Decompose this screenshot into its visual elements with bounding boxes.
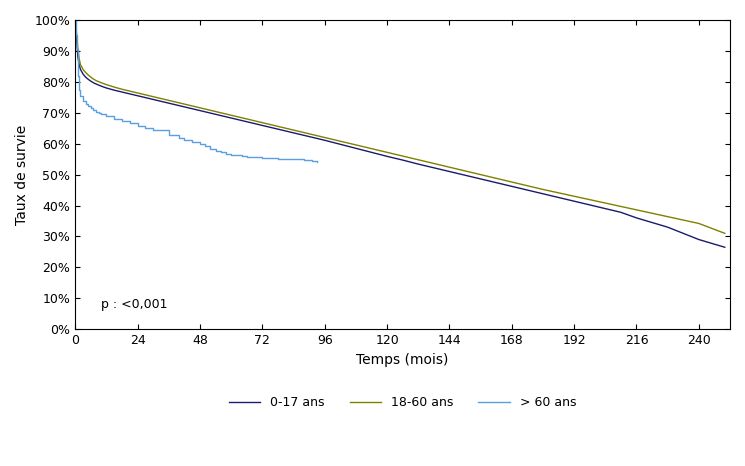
0-17 ans <box>156 98 165 104</box>
18-60 ans <box>367 146 376 151</box>
> 60 ans <box>307 158 316 164</box>
> 60 ans <box>237 153 246 159</box>
> 60 ans <box>175 136 184 141</box>
> 60 ans <box>247 154 256 160</box>
> 60 ans <box>232 152 241 158</box>
> 60 ans <box>74 87 83 92</box>
> 60 ans <box>94 110 103 116</box>
> 60 ans <box>102 113 111 119</box>
> 60 ans <box>273 156 282 161</box>
18-60 ans <box>156 96 165 101</box>
Line: > 60 ans: > 60 ans <box>75 20 317 162</box>
0-17 ans <box>89 80 98 86</box>
0-17 ans <box>383 154 392 159</box>
> 60 ans <box>72 33 80 38</box>
> 60 ans <box>279 156 288 162</box>
0-17 ans <box>133 93 142 98</box>
> 60 ans <box>299 157 308 163</box>
Y-axis label: Taux de survie: Taux de survie <box>15 124 29 225</box>
> 60 ans <box>258 155 267 160</box>
> 60 ans <box>141 125 150 130</box>
> 60 ans <box>289 157 298 162</box>
> 60 ans <box>200 144 209 149</box>
X-axis label: Temps (mois): Temps (mois) <box>356 353 448 367</box>
> 60 ans <box>92 109 101 114</box>
> 60 ans <box>83 103 92 109</box>
> 60 ans <box>180 137 189 143</box>
> 60 ans <box>206 146 215 151</box>
> 60 ans <box>263 155 272 161</box>
> 60 ans <box>226 152 235 158</box>
> 60 ans <box>253 155 261 160</box>
> 60 ans <box>74 73 83 78</box>
> 60 ans <box>188 139 197 144</box>
Line: 0-17 ans: 0-17 ans <box>75 20 725 247</box>
> 60 ans <box>110 116 118 122</box>
> 60 ans <box>97 111 106 117</box>
18-60 ans <box>258 120 267 125</box>
> 60 ans <box>81 101 90 107</box>
> 60 ans <box>71 17 80 23</box>
> 60 ans <box>89 107 98 113</box>
18-60 ans <box>71 17 80 23</box>
> 60 ans <box>133 123 142 129</box>
Legend: 0-17 ans, 18-60 ans, > 60 ans: 0-17 ans, 18-60 ans, > 60 ans <box>224 391 581 414</box>
Text: p : <0,001: p : <0,001 <box>101 298 168 311</box>
18-60 ans <box>720 231 729 236</box>
0-17 ans <box>149 96 158 102</box>
> 60 ans <box>211 148 220 154</box>
> 60 ans <box>195 142 204 147</box>
> 60 ans <box>149 128 158 133</box>
> 60 ans <box>165 132 174 138</box>
> 60 ans <box>86 106 95 111</box>
18-60 ans <box>289 127 298 133</box>
> 60 ans <box>284 157 293 162</box>
> 60 ans <box>118 118 127 124</box>
> 60 ans <box>242 154 251 159</box>
> 60 ans <box>312 159 321 165</box>
> 60 ans <box>268 156 277 161</box>
> 60 ans <box>79 98 88 104</box>
0-17 ans <box>71 17 80 23</box>
Line: 18-60 ans: 18-60 ans <box>75 20 725 233</box>
18-60 ans <box>86 75 95 80</box>
> 60 ans <box>125 121 134 126</box>
> 60 ans <box>72 47 81 52</box>
18-60 ans <box>305 131 314 137</box>
> 60 ans <box>216 150 225 155</box>
0-17 ans <box>720 245 729 250</box>
0-17 ans <box>118 89 127 95</box>
> 60 ans <box>221 151 230 157</box>
> 60 ans <box>76 93 85 98</box>
